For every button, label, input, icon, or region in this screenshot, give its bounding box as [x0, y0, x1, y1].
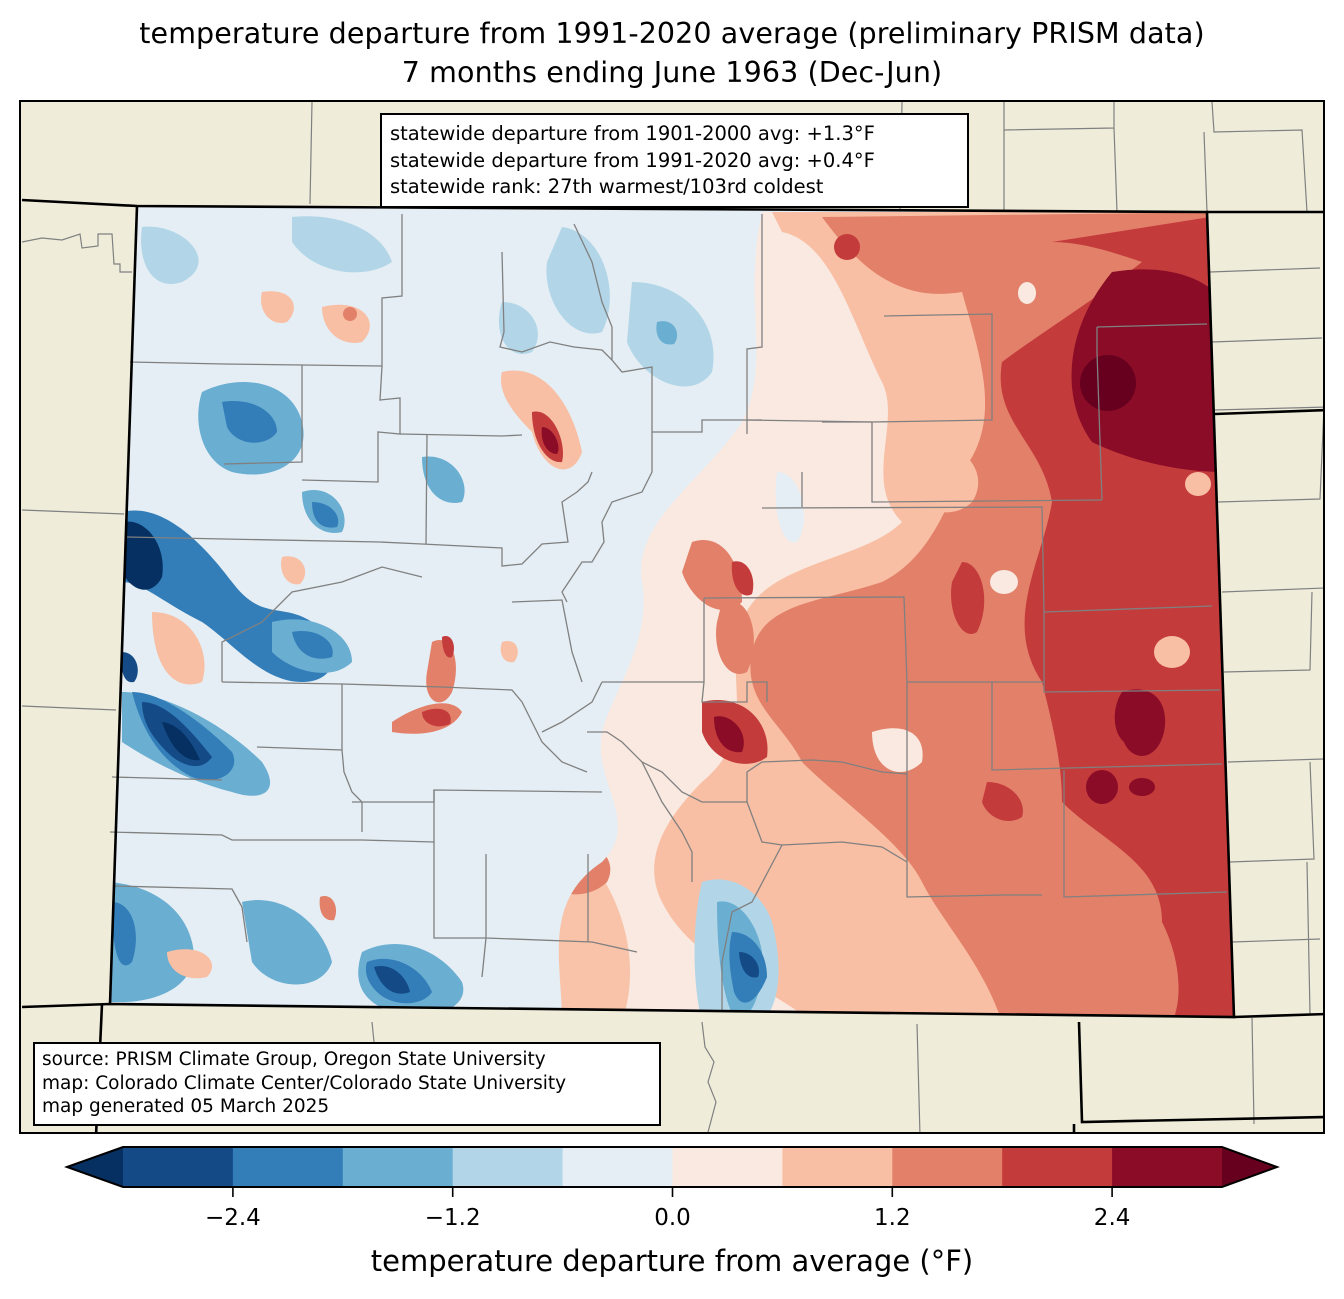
colorbar-under-arrow: [67, 1147, 123, 1187]
colorbar-label: temperature departure from average (°F): [370, 1244, 974, 1278]
colorbar-bin: [892, 1147, 1003, 1187]
colorbar-bin: [782, 1147, 893, 1187]
map-title-line1: temperature departure from 1991-2020 ave…: [139, 17, 1205, 50]
colorbar-bin: [562, 1147, 673, 1187]
statewide-stats-box: statewide departure from 1901-2000 avg: …: [380, 113, 969, 208]
neighbor-county-lines: [21, 102, 1323, 1132]
colorbar-bin: [1112, 1147, 1223, 1187]
colorbar-outline: [64, 1146, 1280, 1188]
colorbar-bin: [1002, 1147, 1113, 1187]
map-credit-line: map: Colorado Climate Center/Colorado St…: [42, 1072, 567, 1094]
map-canvas: [21, 102, 1323, 1132]
source-line: source: PRISM Climate Group, Oregon Stat…: [42, 1049, 546, 1070]
state-borders: [21, 198, 1323, 1132]
generated-date-line: map generated 05 March 2025: [42, 1096, 330, 1117]
stats-line-1991-2020: statewide departure from 1991-2020 avg: …: [390, 148, 875, 172]
colorbar-tick-label: 1.2: [874, 1205, 911, 1231]
temperature-anomaly-field: [110, 206, 1234, 1017]
colorbar: [64, 1146, 1280, 1197]
stats-line-rank: statewide rank: 27th warmest/103rd colde…: [390, 175, 824, 198]
colorbar-bin: [232, 1147, 344, 1187]
colorbar-tick-label: −1.2: [424, 1205, 481, 1231]
colorbar-tick-label: 0.0: [654, 1205, 691, 1231]
colorbar-over-arrow: [1222, 1147, 1277, 1187]
map-title-line2: 7 months ending June 1963 (Dec-Jun): [401, 56, 943, 89]
colorado-county-lines: [109, 214, 1228, 1012]
colorbar-bin: [452, 1147, 564, 1187]
colorbar-bin: [342, 1147, 454, 1187]
colorbar-tick-label: 2.4: [1093, 1205, 1131, 1231]
map-panel: statewide departure from 1901-2000 avg: …: [19, 100, 1325, 1134]
colorbar-bin: [672, 1147, 783, 1187]
stats-line-1901-2000: statewide departure from 1901-2000 avg: …: [390, 122, 875, 145]
colorbar-bin: [123, 1147, 234, 1187]
colorbar-tick-label: −2.4: [204, 1205, 261, 1231]
source-credit-box: source: PRISM Climate Group, Oregon Stat…: [33, 1042, 661, 1126]
